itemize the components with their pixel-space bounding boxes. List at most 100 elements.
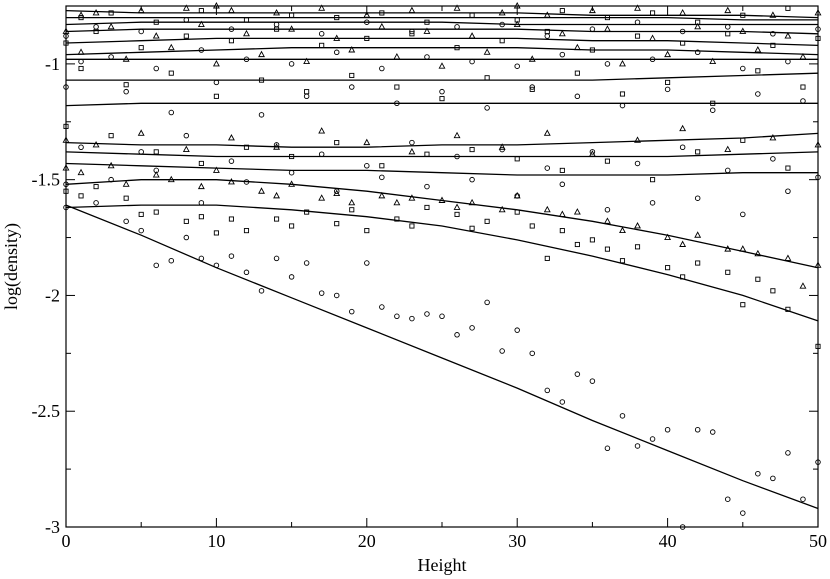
fitted-curve-5 [65, 151, 819, 158]
circle-point [649, 200, 656, 206]
triangle-point [603, 25, 611, 32]
square-point [755, 68, 761, 74]
square-point [409, 31, 415, 37]
square-point [770, 288, 776, 294]
square-point [198, 214, 204, 220]
square-point [695, 149, 701, 155]
x-axis-title: Height [418, 555, 467, 575]
square-point [364, 35, 370, 41]
circle-point [379, 174, 385, 181]
triangle-point [483, 48, 491, 55]
triangle-point [784, 254, 792, 261]
square-point [725, 269, 731, 275]
square-point [424, 204, 430, 211]
circle-point [198, 47, 205, 53]
circle-point [409, 315, 415, 322]
triangle-point [498, 143, 506, 150]
circle-point [604, 61, 611, 67]
x-tick-label: 40 [659, 531, 677, 551]
circle-point [439, 313, 445, 320]
circle-point [168, 257, 175, 264]
square-point [198, 8, 204, 14]
circle-point [168, 109, 175, 116]
triangle-point [318, 194, 326, 201]
circle-point [694, 195, 701, 201]
triangle-point [739, 27, 747, 34]
triangle-point [258, 187, 265, 194]
triangle-point [408, 6, 416, 14]
square-point [409, 223, 415, 229]
triangle-point [408, 147, 416, 155]
triangle-point [212, 59, 220, 67]
circle-point [288, 274, 295, 280]
square-point [755, 276, 761, 282]
circle-point [544, 387, 551, 394]
square-point [213, 230, 219, 236]
axis-ticks [65, 6, 819, 528]
fitted-curve-13 [65, 21, 818, 26]
circle-point [273, 255, 280, 262]
square-point [334, 221, 340, 227]
circle-point [93, 24, 99, 30]
circle-point [454, 153, 460, 160]
triangle-point [754, 46, 762, 53]
circle-point [123, 88, 129, 95]
triangle-point [363, 11, 371, 18]
triangle-point [528, 55, 536, 62]
triangle-point [92, 8, 100, 16]
triangle-point [724, 6, 732, 14]
circle-point [499, 21, 505, 28]
square-point [364, 228, 370, 234]
square-point [529, 223, 535, 229]
triangle-point [212, 166, 220, 173]
square-point [589, 47, 595, 53]
circle-point [694, 49, 701, 56]
triangle-point [724, 145, 732, 153]
circle-point [800, 98, 806, 104]
circle-point [333, 49, 340, 56]
square-point [93, 184, 99, 190]
triangle-point [769, 11, 777, 18]
square-point [334, 140, 340, 146]
square-point [243, 17, 250, 23]
fitted-curve-2 [65, 204, 819, 322]
square-point [153, 149, 159, 155]
triangle-point [558, 210, 566, 217]
square-point [650, 10, 656, 16]
square-point [289, 153, 295, 160]
circle-point [514, 327, 520, 333]
square-point [349, 207, 355, 213]
fitted-curve-12 [65, 28, 819, 35]
circle-point [694, 426, 701, 433]
square-point [725, 31, 731, 37]
circle-point [364, 19, 370, 25]
circle-point [740, 65, 746, 72]
circle-point [213, 262, 220, 269]
square-point [153, 19, 159, 25]
circle-point [93, 200, 99, 206]
circle-point [288, 169, 295, 176]
triangle-point [348, 198, 356, 206]
triangle-point [273, 8, 281, 16]
square-point [544, 28, 550, 35]
square-point [619, 91, 626, 97]
circle-point [469, 58, 475, 65]
circle-point [198, 200, 205, 206]
triangle-point [438, 62, 446, 69]
triangle-point [799, 282, 807, 289]
x-tick-label: 10 [207, 531, 225, 551]
circle-point [755, 470, 761, 477]
triangle-point [754, 249, 762, 257]
square-point [304, 209, 310, 215]
triangle-point [453, 131, 461, 139]
square-point [559, 167, 565, 173]
circle-point [138, 227, 144, 234]
triangle-point [664, 50, 672, 58]
fitted-curves [65, 9, 819, 510]
circle-point [649, 56, 656, 63]
triangle-point [197, 20, 205, 27]
circle-point [108, 176, 114, 183]
square-point [695, 260, 701, 266]
circle-point [529, 350, 535, 357]
